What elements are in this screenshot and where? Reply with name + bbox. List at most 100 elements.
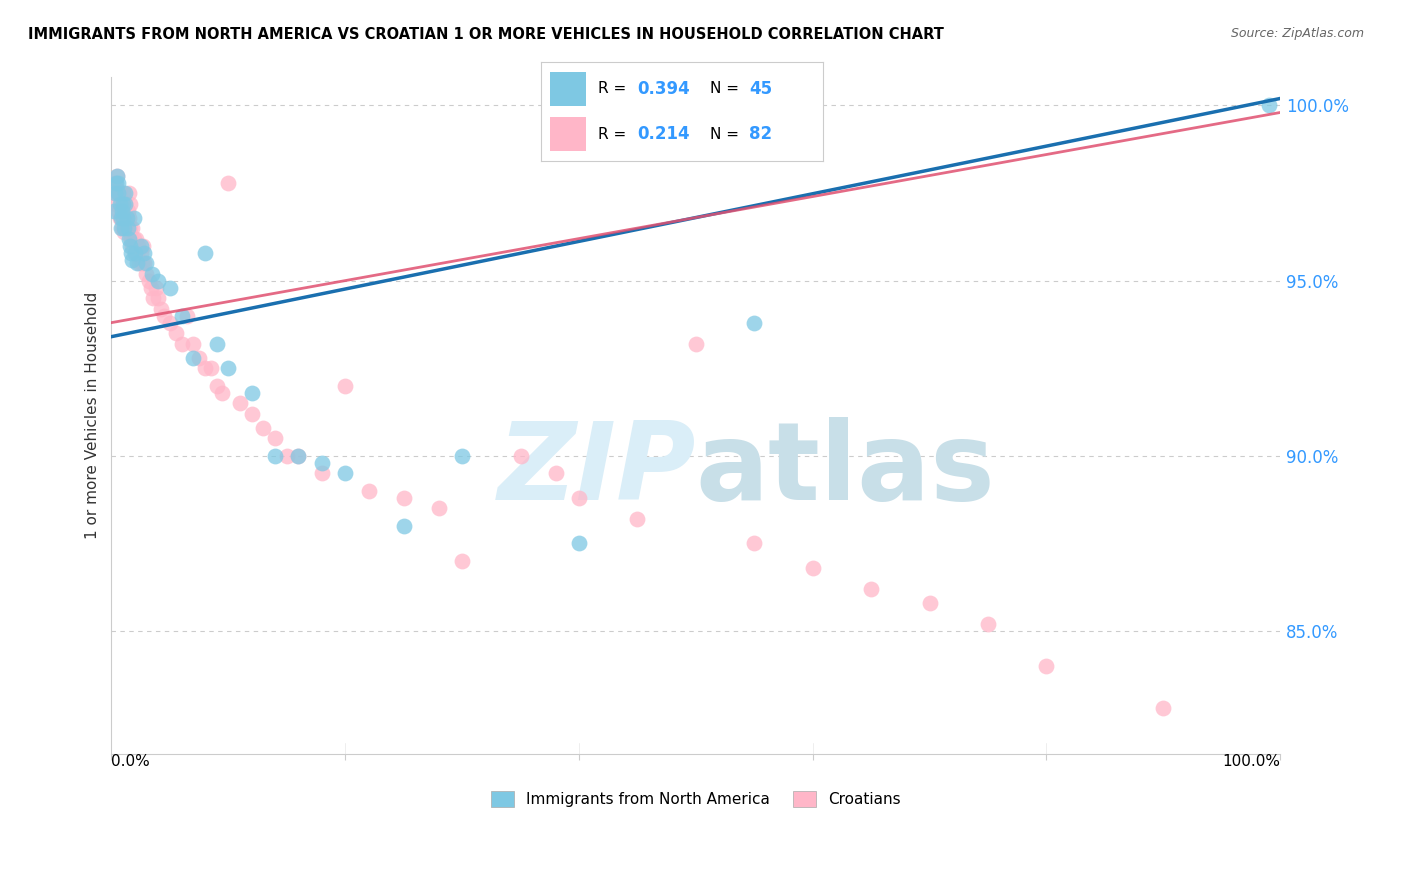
Point [1152, 701, 1174, 715]
Point [115, 211, 138, 225]
Point [107, 203, 129, 218]
Point [181, 336, 204, 351]
Point [170, 309, 193, 323]
Point [134, 245, 156, 260]
Point [568, 536, 591, 550]
Point [110, 211, 132, 225]
Point [120, 238, 142, 252]
Point [200, 361, 222, 376]
Point [146, 274, 169, 288]
Point [685, 336, 707, 351]
Text: N =: N = [710, 127, 744, 142]
Text: IMMIGRANTS FROM NORTH AMERICA VS CROATIAN 1 OR MORE VEHICLES IN HOUSEHOLD CORREL: IMMIGRANTS FROM NORTH AMERICA VS CROATIA… [28, 27, 943, 42]
Text: Source: ZipAtlas.com: Source: ZipAtlas.com [1230, 27, 1364, 40]
Point [110, 221, 132, 235]
Point [103, 186, 125, 200]
Point [120, 221, 142, 235]
Point [159, 316, 181, 330]
Point [114, 211, 136, 225]
Point [287, 449, 309, 463]
Point [392, 491, 415, 505]
Point [142, 291, 165, 305]
Point [105, 182, 128, 196]
Point [112, 221, 135, 235]
Point [170, 336, 193, 351]
Point [118, 186, 141, 200]
Point [112, 196, 135, 211]
Point [240, 385, 263, 400]
Point [229, 396, 252, 410]
Point [918, 596, 941, 610]
Point [125, 231, 148, 245]
Point [112, 211, 135, 225]
Point [217, 361, 239, 376]
Point [111, 196, 134, 211]
Point [176, 309, 198, 323]
Point [114, 186, 136, 200]
Point [211, 385, 233, 400]
Point [111, 221, 134, 235]
Point [112, 203, 135, 218]
Point [626, 512, 648, 526]
Point [112, 211, 135, 225]
Point [264, 449, 287, 463]
Point [181, 351, 204, 365]
Point [188, 351, 211, 365]
Point [122, 211, 145, 225]
Point [107, 186, 129, 200]
Point [240, 407, 263, 421]
Text: 0.214: 0.214 [637, 125, 689, 143]
Text: 0.0%: 0.0% [111, 754, 150, 769]
Point [127, 245, 149, 260]
Point [108, 186, 131, 200]
Point [111, 203, 134, 218]
Text: atlas: atlas [696, 417, 995, 523]
Point [138, 274, 160, 288]
Text: 82: 82 [749, 125, 772, 143]
Point [392, 518, 415, 533]
Point [129, 238, 152, 252]
Legend: Immigrants from North America, Croatians: Immigrants from North America, Croatians [485, 785, 907, 814]
Point [117, 221, 139, 235]
Point [112, 225, 135, 239]
Point [194, 361, 217, 376]
Point [129, 245, 152, 260]
Point [335, 378, 357, 392]
Y-axis label: 1 or more Vehicles in Household: 1 or more Vehicles in Household [86, 292, 100, 539]
Point [108, 211, 131, 225]
Point [104, 186, 127, 200]
Point [544, 467, 567, 481]
Point [118, 211, 141, 225]
Point [120, 245, 142, 260]
Point [117, 221, 139, 235]
Point [132, 238, 155, 252]
Text: R =: R = [598, 81, 631, 96]
Point [276, 449, 298, 463]
Bar [550, 72, 586, 105]
Text: 0.394: 0.394 [637, 80, 690, 98]
Point [311, 467, 333, 481]
Point [118, 231, 141, 245]
Point [357, 483, 380, 498]
Point [311, 456, 333, 470]
Point [146, 291, 169, 305]
Point [121, 252, 143, 267]
Point [801, 561, 824, 575]
Text: N =: N = [710, 81, 744, 96]
Text: 100.0%: 100.0% [1222, 754, 1281, 769]
Point [977, 616, 1000, 631]
Point [105, 196, 128, 211]
Point [112, 186, 135, 200]
Point [509, 449, 531, 463]
Point [120, 231, 142, 245]
Point [451, 449, 474, 463]
Point [451, 554, 474, 568]
Point [135, 267, 157, 281]
Point [252, 421, 274, 435]
Point [121, 238, 143, 252]
Bar [550, 118, 586, 151]
Point [114, 196, 136, 211]
Point [120, 196, 142, 211]
Point [568, 491, 591, 505]
Point [122, 231, 145, 245]
